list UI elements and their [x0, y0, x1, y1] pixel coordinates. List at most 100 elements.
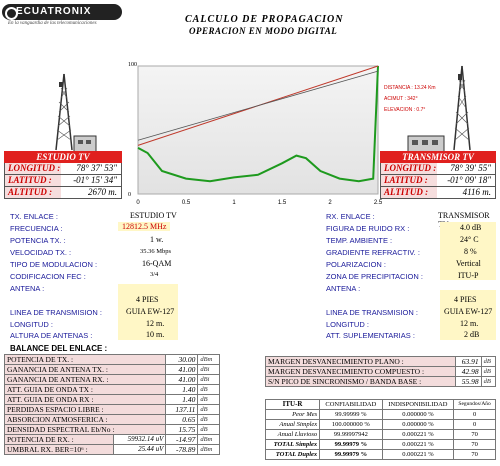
tx-altura-label: ALTURA DE ANTENAS : [10, 331, 93, 340]
itu-confiabilidad: 99.99997942 [319, 429, 383, 440]
balance-label: ABSORCION ATMOSFERICA : [3, 414, 167, 425]
station-left-value: 2670 m. [88, 187, 117, 197]
table-row: Anual Lluvioso 99.99997942 0.000221 % 70 [264, 429, 496, 440]
balance-unit: dB [197, 414, 220, 425]
umbral-dbm: -78.89 [165, 444, 199, 455]
potencia-rx-label: POTENCIA DE RX. : [3, 434, 115, 445]
tx-potencia-value: 1 w. [150, 235, 164, 244]
rx-linea-value: GUIA EW-127 [444, 307, 493, 316]
itu-row-label: Anual Lluvioso [264, 429, 321, 440]
rx-params-box [440, 222, 496, 280]
rx-antena-label: ANTENA : [326, 284, 361, 293]
margin-value: 42.98 [454, 366, 482, 377]
rx-zona-label: ZONA DE PRECIPITACION : [326, 272, 423, 281]
table-row: TOTAL Duplex 99.99979 % 0.000221 % 70 [264, 449, 496, 460]
table-row: ATT. GUIA DE ONDA RX :1.40 dB [3, 394, 220, 405]
potencia-rx-uv: 59932.14 uV [113, 434, 167, 445]
rx-longitud-value: 12 m. [460, 319, 479, 328]
rx-att-label: ATT. SUPLEMENTARIAS : [326, 331, 415, 340]
table-row: GANANCIA DE ANTENA TX. :41.00 dBi [3, 364, 220, 375]
balance-table: POTENCIA DE TX. :30.00 dBm GANANCIA DE ANT… [3, 354, 220, 455]
itu-indisponibilidad: 0.000000 % [381, 419, 455, 430]
balance-label: DENSIDAD ESPECTRAL Eb/No : [3, 424, 167, 435]
tx-antenna-box [118, 284, 178, 340]
itu-row-label: TOTAL Simplex [264, 439, 321, 450]
margin-unit: dB [480, 356, 497, 367]
itu-segundos: 0 [453, 419, 496, 430]
x-tick-label: 2 [328, 200, 332, 206]
tx-modulacion-value: 16-QAM [142, 259, 172, 268]
x-tick-label: 1.5 [278, 200, 287, 206]
rx-zona-value: ITU-P [458, 271, 479, 280]
rx-ruido-value: 4.0 dB [460, 223, 482, 232]
tx-velocidad-value: 35.36 Mbps [140, 248, 172, 255]
margin-label: S/N PICO DE SINCRONISMO / BANDA BASE : [265, 376, 456, 387]
itu-segundos: 0 [453, 409, 496, 420]
tx-fec-label: CODIFICACION FEC : [10, 272, 86, 281]
itu-header: Segundos/Año [453, 399, 496, 410]
propagation-profile-chart: 0 0.5 1 1.5 2 2.5 0 [128, 65, 383, 206]
station-right-value: 78° 39' 55" [450, 163, 491, 173]
balance-value: 41.00 [165, 374, 199, 385]
itu-row-label: Anual Simplex [264, 419, 321, 430]
station-left-row: LONGITUD : 78° 37' 53" [4, 163, 122, 175]
itu-confiabilidad: 100.000000 % [319, 419, 383, 430]
rx-polarizacion-value: Vertical [456, 259, 481, 268]
series-line [137, 65, 379, 183]
itu-table: ITU-R CONFIABILIDAD INDISPONIBILIDAD Seg… [264, 399, 496, 460]
rx-gradiente-value: 8 % [464, 247, 477, 256]
page-subtitle: OPERACION EN MODO DIGITAL [189, 26, 338, 36]
rx-att-value: 2 dB [464, 330, 480, 339]
ecuatronix-logo: ECUATRONIX [2, 4, 122, 20]
station-left-row: ALTITUD : 2670 m. [4, 187, 122, 199]
info-acimut: ACIMUT : 342° [384, 96, 418, 102]
rx-polarizacion-label: POLARIZACION : [326, 260, 387, 269]
rx-antena-value: 4 PIES [454, 295, 477, 304]
x-tick-label: 0.5 [182, 200, 191, 206]
balance-unit: dBm [197, 354, 220, 365]
margin-label: MARGEN DESVANECIMIENTO COMPUESTO : [265, 366, 456, 377]
station-right-label: LONGITUD : [381, 163, 437, 174]
balance-title: BALANCE DEL ENLACE : [10, 344, 108, 353]
station-right-value: -01° 09' 18" [447, 175, 491, 185]
station-right-row: LATITUD : -01° 09' 18" [380, 175, 496, 187]
table-row: GANANCIA DE ANTENA RX. :41.00 dBi [3, 374, 220, 385]
itu-header: ITU-R [264, 399, 321, 410]
tower-right-icon [407, 65, 471, 153]
table-row: POTENCIA DE RX. :59932.14 uV -14.97 dBm [3, 434, 220, 445]
tx-frecuencia-label: FRECUENCIA : [10, 224, 63, 233]
balance-label: PERDIDAS ESPACIO LIBRE : [3, 404, 167, 415]
umbral-label: UMBRAL RX. BER=10⁶ : [3, 444, 115, 455]
balance-label: GANANCIA DE ANTENA TX. : [3, 364, 167, 375]
x-tick-label: 2.5 [374, 200, 383, 206]
tx-frecuencia-value: 12812.5 MHz [118, 222, 171, 231]
tx-enlace-value: ESTUDIO TV [130, 211, 177, 220]
balance-value: 15.75 [165, 424, 199, 435]
balance-unit: dB [197, 404, 220, 415]
balance-unit: dB [197, 424, 220, 435]
station-left-row: LATITUD : -01° 15' 34" [4, 175, 122, 187]
itu-header: INDISPONIBILIDAD [381, 399, 455, 410]
tower-left-icon [55, 73, 97, 153]
tx-enlace-label: TX. ENLACE : [10, 212, 58, 221]
station-right-label: ALTITUD : [381, 187, 437, 198]
rx-gradiente-label: GRADIENTE REFRACTIV. : [326, 248, 420, 257]
table-row: TOTAL Simplex 99.99979 % 0.000221 % 70 [264, 439, 496, 450]
potencia-rx-dbm: -14.97 [165, 434, 199, 445]
x-tick-label: 1 [232, 200, 236, 206]
tx-fec-value: 3/4 [150, 271, 159, 278]
balance-value: 30.00 [165, 354, 199, 365]
rx-ruido-label: FIGURA DE RUIDO RX : [326, 224, 410, 233]
info-distancia: DISTANCIA : 13.24 Km [384, 85, 436, 91]
plot-y-top: 100 [128, 62, 137, 68]
margin-label: MARGEN DESVANECIMIENTO PLANO : [265, 356, 456, 367]
series-line [137, 70, 379, 141]
tx-velocidad-label: VELOCIDAD TX. : [10, 248, 72, 257]
itu-header: CONFIABILIDAD [319, 399, 383, 410]
itu-segundos: 70 [453, 429, 496, 440]
itu-row-label: TOTAL Duplex [264, 449, 321, 460]
station-left-title: ESTUDIO TV [4, 151, 122, 163]
itu-confiabilidad: 99.99979 % [319, 439, 383, 450]
itu-segundos: 70 [453, 449, 496, 460]
station-left-label: LONGITUD : [5, 163, 61, 174]
